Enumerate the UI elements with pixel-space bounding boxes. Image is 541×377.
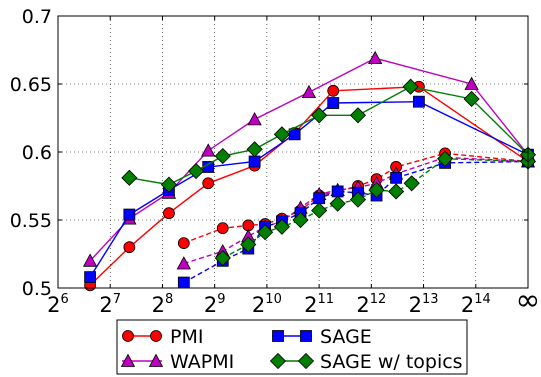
y-tick-label: 0.65 bbox=[10, 74, 52, 96]
pmi-point bbox=[177, 237, 190, 250]
sage-w-topics-point bbox=[257, 224, 274, 241]
sage-w-topics-point bbox=[188, 162, 205, 180]
sage-w-topics-point bbox=[214, 148, 231, 165]
sage-w-topics-point bbox=[214, 250, 231, 267]
sage-w-topics-point bbox=[403, 175, 420, 192]
legend-marker-sage bbox=[272, 330, 284, 342]
wapmi-point bbox=[301, 84, 317, 99]
sage-w-topics-point bbox=[160, 176, 177, 193]
x-tick-label: 26 bbox=[47, 292, 69, 317]
legend-marker-wapmi bbox=[120, 353, 136, 367]
wapmi-point bbox=[464, 76, 479, 90]
wapmi-point bbox=[176, 256, 191, 270]
legend-label-pmi: PMI bbox=[170, 326, 203, 348]
series-layer bbox=[82, 50, 537, 292]
x-tick-label: 28 bbox=[152, 292, 174, 317]
wapmi-point bbox=[367, 50, 383, 65]
sage-w-topics-point bbox=[368, 182, 385, 199]
sage-point bbox=[84, 271, 97, 284]
legend-label-sage-w-topics: SAGE w/ topics bbox=[320, 351, 463, 373]
y-tick-label: 0.55 bbox=[10, 210, 52, 232]
x-tick-label: 211 bbox=[304, 292, 334, 317]
wapmi-point bbox=[82, 253, 98, 267]
sage-w-topics-point bbox=[329, 195, 346, 212]
sage-w-topics-point bbox=[311, 107, 328, 124]
sage-point bbox=[123, 208, 136, 221]
x-tick-label: ∞ bbox=[516, 283, 541, 318]
legend-marker-sage bbox=[300, 330, 312, 342]
sage-w-topics-point bbox=[388, 183, 405, 200]
legend-marker-sage-w-topics bbox=[297, 352, 315, 370]
pmi-point bbox=[163, 207, 175, 220]
x-tick-label: 213 bbox=[409, 292, 439, 317]
sage-point bbox=[331, 185, 344, 198]
grid bbox=[58, 16, 528, 288]
sage-point bbox=[390, 171, 402, 184]
x-tick-label: 27 bbox=[99, 292, 121, 317]
x-tick-label: 212 bbox=[356, 292, 386, 317]
sage-w-topics-point bbox=[273, 126, 290, 143]
sage-w-topics-point bbox=[121, 169, 138, 186]
x-tick-label: 210 bbox=[252, 292, 282, 317]
ticks: 0.5 0.55 0.6 0.65 0.7 26 27 28 29 210 211 212 213 214… bbox=[10, 6, 541, 318]
sage-point bbox=[327, 97, 340, 109]
legend-label-wapmi: WAPMI bbox=[170, 351, 234, 373]
y-tick-label: 0.5 bbox=[22, 278, 52, 300]
wapmi-point bbox=[247, 112, 262, 126]
sage-w-topics-point bbox=[273, 218, 290, 235]
sage-point bbox=[313, 192, 326, 205]
sage-w-topics-point bbox=[292, 211, 309, 229]
legend-marker-pmi bbox=[150, 330, 162, 342]
legend-box bbox=[116, 319, 468, 375]
legend-marker-sage-w-topics bbox=[269, 352, 287, 370]
x-tick-label: 29 bbox=[204, 292, 226, 317]
sage-w-topics-point bbox=[349, 107, 367, 124]
x-tick-label: 214 bbox=[461, 292, 491, 317]
sage-w-topics-point bbox=[311, 202, 328, 219]
sage-w-topics-point bbox=[437, 150, 454, 167]
pmi-point bbox=[327, 84, 340, 97]
legend: PMI WAPMI SAGE SAGE w/ topics bbox=[116, 319, 468, 375]
y-tick-label: 0.6 bbox=[22, 142, 52, 164]
pmi-point bbox=[202, 177, 215, 190]
sage-w-topics-point bbox=[349, 191, 367, 208]
sage-point bbox=[412, 95, 425, 108]
sage-point bbox=[248, 155, 261, 168]
y-tick-label: 0.7 bbox=[22, 6, 52, 28]
legend-label-sage: SAGE bbox=[320, 326, 372, 348]
legend-marker-wapmi bbox=[148, 353, 164, 367]
pmi-point bbox=[123, 241, 136, 254]
legend-marker-pmi bbox=[122, 330, 134, 342]
sage-w-topics-point bbox=[463, 90, 480, 108]
sage-w-topics-point bbox=[246, 141, 263, 158]
pmi-point bbox=[216, 222, 229, 235]
sage-w-topics-point bbox=[240, 236, 257, 253]
sage-point bbox=[177, 276, 190, 289]
wapmi-point bbox=[201, 143, 216, 157]
sage-w-topics-point bbox=[402, 78, 419, 95]
